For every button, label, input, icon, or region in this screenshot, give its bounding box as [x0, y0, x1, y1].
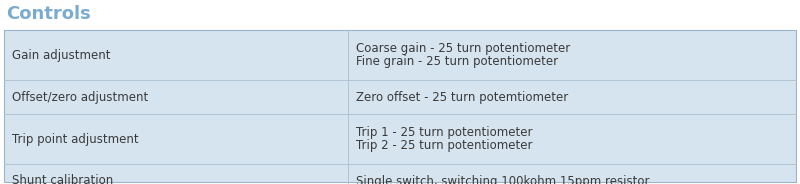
Text: Single switch, switching 100kohm 15ppm resistor: Single switch, switching 100kohm 15ppm r… — [356, 174, 650, 184]
Text: Gain adjustment: Gain adjustment — [12, 49, 110, 61]
Text: Zero offset - 25 turn potemtiometer: Zero offset - 25 turn potemtiometer — [356, 91, 568, 103]
Text: Trip 2 - 25 turn potentiometer: Trip 2 - 25 turn potentiometer — [356, 139, 533, 152]
Text: Trip 1 - 25 turn potentiometer: Trip 1 - 25 turn potentiometer — [356, 126, 533, 139]
Text: Trip point adjustment: Trip point adjustment — [12, 132, 138, 146]
Text: Fine grain - 25 turn potentiometer: Fine grain - 25 turn potentiometer — [356, 55, 558, 68]
FancyBboxPatch shape — [4, 30, 796, 182]
Text: Coarse gain - 25 turn potentiometer: Coarse gain - 25 turn potentiometer — [356, 42, 570, 55]
Text: Shunt calibration: Shunt calibration — [12, 174, 114, 184]
Text: Controls: Controls — [6, 5, 90, 23]
Text: Offset/zero adjustment: Offset/zero adjustment — [12, 91, 148, 103]
